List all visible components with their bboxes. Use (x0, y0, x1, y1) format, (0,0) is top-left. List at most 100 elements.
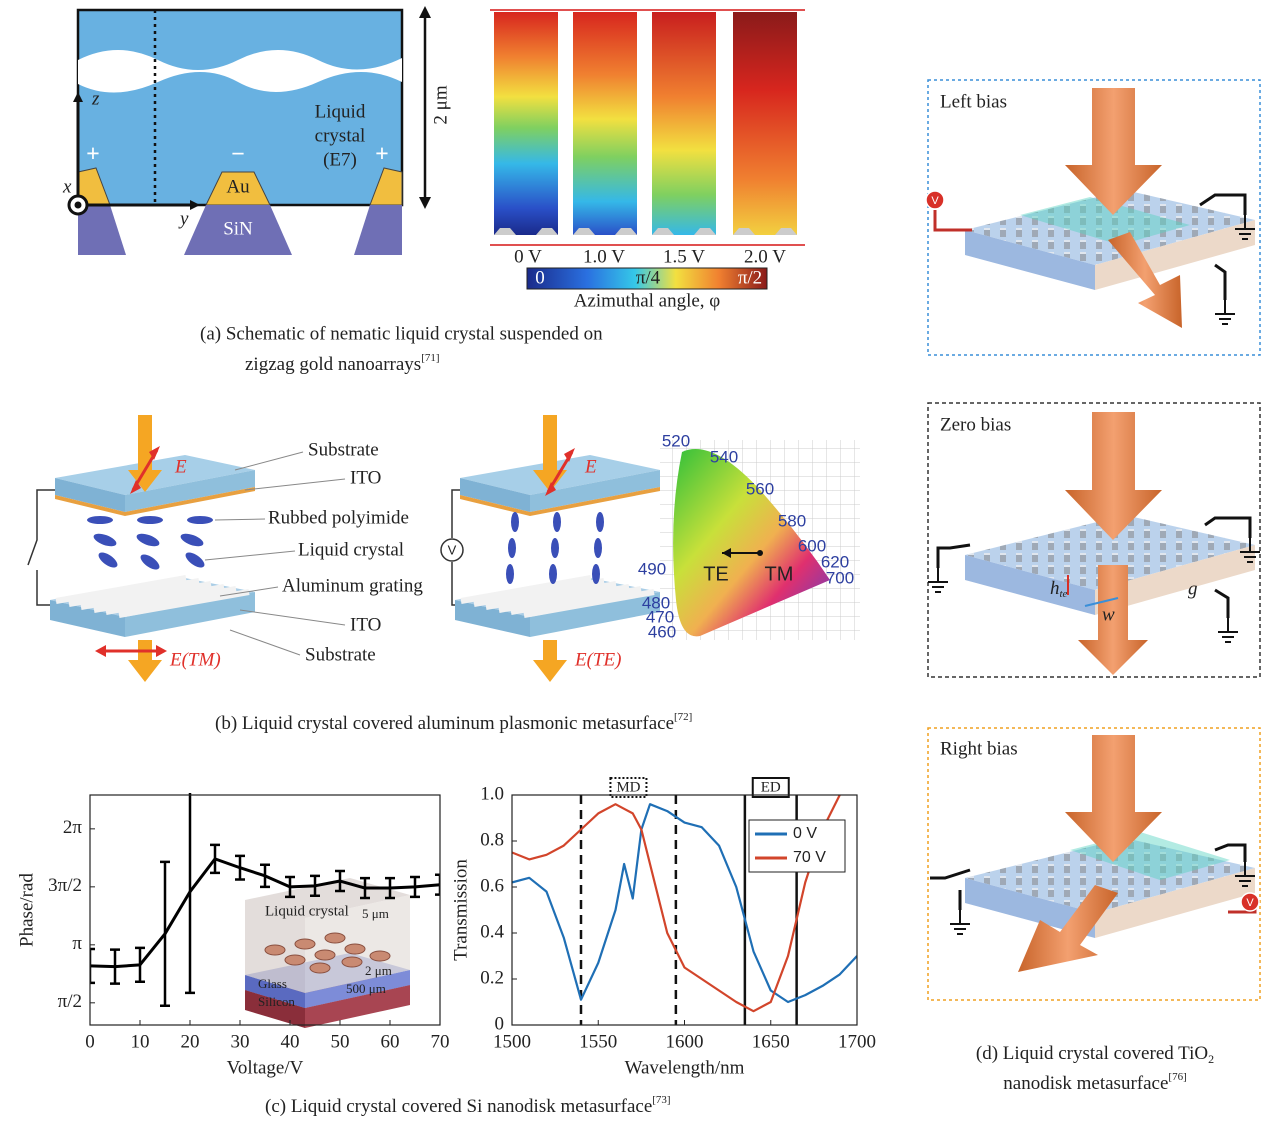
panel-b-shape-shape (230, 630, 300, 655)
panel-c-inset-shape-shape (315, 950, 335, 960)
figure: z x y Liquid crystal (E7) + − + Au SiN 2… (0, 0, 1264, 1121)
panel-a-simulation-shape (573, 12, 637, 235)
wavelength-label: 700 (826, 568, 854, 587)
panel-b-shape-shape (87, 516, 113, 524)
panel-b-shape-shape (596, 512, 604, 532)
x-tick-label: 60 (381, 1031, 400, 1052)
axis-label: y (178, 208, 189, 229)
layer-label: ITO (350, 467, 381, 488)
bias-label: Right bias (940, 738, 1018, 759)
x-tick-label: 30 (231, 1031, 250, 1052)
y-tick-label: π (72, 933, 82, 954)
colorbar-tick: 0 (535, 267, 545, 288)
material-label: crystal (315, 125, 366, 146)
panel-b-shape-shape (508, 538, 516, 558)
material-label: (E7) (323, 149, 357, 170)
panel-d-shape (1215, 265, 1225, 300)
wavelength-label: 580 (778, 511, 806, 530)
x-tick-label: 10 (131, 1031, 150, 1052)
panel-b-shape-shape (92, 531, 118, 549)
field-label: E (584, 456, 597, 477)
dimension-subscript: te (1060, 588, 1068, 600)
marker-label: MD (616, 779, 640, 795)
charge-sign: + (86, 142, 100, 168)
panel-a-schematic-shape (75, 202, 82, 209)
wavelength-label: 460 (648, 622, 676, 641)
bias-label: Zero bias (940, 414, 1011, 435)
panel-b-shape-shape (594, 538, 602, 558)
x-tick-label: 50 (331, 1031, 350, 1052)
layer-label: Substrate (305, 644, 376, 665)
dimension-label: g (1188, 578, 1198, 599)
panel-b-shape-shape (138, 552, 162, 573)
caption: zigzag gold nanoarrays[71] (245, 352, 440, 376)
panel-b-shape (757, 550, 763, 556)
x-tick-label: 40 (281, 1031, 300, 1052)
panel-b-shape-shape (240, 610, 345, 625)
marker-label: ED (761, 779, 781, 795)
voltage-source: V (448, 542, 457, 557)
voltage-label: 1.5 V (663, 246, 705, 267)
inset-label: 500 μm (346, 981, 386, 996)
panel-c-inset-shape-shape (285, 955, 305, 965)
y-tick-label: 0.2 (480, 967, 504, 988)
material-label: Liquid (315, 101, 366, 122)
caption: (b) Liquid crystal covered aluminum plas… (215, 711, 692, 735)
inset-label: Glass (258, 976, 287, 991)
x-tick-label: 0 (85, 1031, 95, 1052)
panel-b-shape-shape (551, 538, 559, 558)
panel-a-simulation-shape (494, 12, 558, 235)
x-tick-label: 1550 (579, 1031, 617, 1052)
panel-b-shape-shape (511, 512, 519, 532)
caption-ref: [72] (674, 711, 692, 723)
x-tick-label: 1700 (838, 1031, 876, 1052)
y-tick-label: 2π (63, 817, 83, 838)
field-label: E(TM) (169, 649, 221, 670)
legend-label: 0 V (793, 825, 817, 842)
material-label: SiN (223, 218, 253, 239)
panel-b-shape-shape (137, 516, 163, 524)
inset-label: Liquid crystal (265, 903, 349, 919)
panel-b-shape-shape (135, 531, 161, 549)
panel-b-shape (28, 490, 55, 605)
panel-c-inset-shape-shape (295, 939, 315, 949)
charge-sign: + (375, 142, 389, 168)
panel-d-shape (1215, 300, 1235, 324)
error-bar (160, 862, 170, 1006)
axis-label: x (62, 176, 72, 197)
y-tick-label: 0.8 (480, 829, 504, 850)
panel-d-shape (950, 910, 970, 934)
caption-text: (c) Liquid crystal covered Si nanodisk m… (265, 1096, 652, 1117)
caption-ref: [71] (421, 352, 439, 364)
error-bar (185, 791, 195, 993)
wavelength-label: 520 (662, 431, 690, 450)
wavelength-label: 540 (710, 447, 738, 466)
panel-b-shape-shape (215, 519, 265, 520)
voltage-label: 1.0 V (583, 246, 625, 267)
panel-a-schematic: z x y Liquid crystal (E7) + − + Au SiN 2… (62, 6, 451, 255)
inset-label: Silicon (258, 994, 295, 1009)
panel-b-shape-shape (245, 479, 345, 490)
dimension-text: h (1050, 578, 1060, 599)
panel-b: V E E(TM) E E(TE) Substrate ITO Rubbed p… (28, 415, 860, 734)
layer-label: Aluminum grating (282, 575, 423, 596)
panel-b-shape-shape (183, 550, 207, 571)
layer-label: Rubbed polyimide (268, 507, 409, 528)
scale-label: 2 μm (430, 85, 451, 124)
caption-text: (b) Liquid crystal covered aluminum plas… (215, 713, 674, 734)
charge-sign: − (231, 142, 245, 168)
panel-d-shape (935, 210, 972, 230)
x-axis-label: Voltage/V (227, 1057, 304, 1078)
panel-c-inset-shape-shape (325, 933, 345, 943)
y-axis-label: Phase/rad (16, 873, 37, 947)
caption-ref: [76] (1168, 1071, 1186, 1083)
legend-label: 70 V (793, 849, 826, 866)
panel-b-shape-shape (506, 564, 514, 584)
panel-c-inset-shape-shape (310, 963, 330, 973)
caption: (d) Liquid crystal covered TiO2 (976, 1043, 1214, 1065)
panel-b-shape-shape (95, 645, 106, 657)
x-tick-label: 1600 (666, 1031, 704, 1052)
panel-b-shape-shape (156, 645, 167, 657)
panel-a-simulation-shape (733, 12, 797, 235)
panel-d-shape (1218, 618, 1238, 642)
